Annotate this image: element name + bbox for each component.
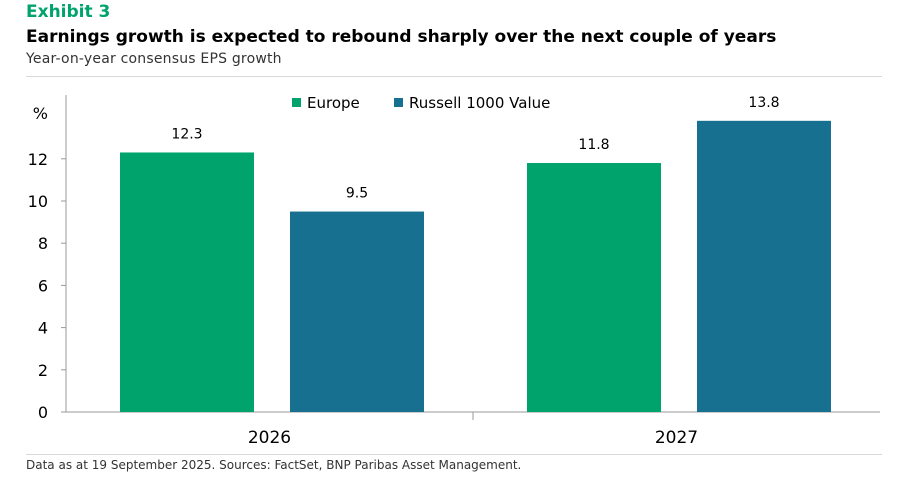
y-tick-label: 10 xyxy=(28,192,48,211)
x-tick-label: 2026 xyxy=(248,428,291,448)
exhibit-label: Exhibit 3 xyxy=(26,2,111,22)
y-tick-label: 4 xyxy=(38,319,48,338)
bar-europe-2027 xyxy=(527,163,661,412)
data-label: 13.8 xyxy=(748,95,779,111)
y-tick-label: 0 xyxy=(38,403,48,422)
data-label: 9.5 xyxy=(346,186,368,202)
bar-chart: 0 2 4 6 8 10 12% 12.3 9.5 2026 11.8 13.8 2027 Europe R… xyxy=(28,94,880,448)
y-axis-label: % xyxy=(33,104,48,123)
x-tick-label: 2027 xyxy=(655,428,698,448)
chart-area: 0 2 4 6 8 10 12% 12.3 9.5 2026 11.8 13.8 2027 Europe R… xyxy=(26,76,882,455)
y-tick-label: 2 xyxy=(38,361,48,380)
chart-title: Earnings growth is expected to rebound s… xyxy=(26,27,777,47)
y-tick-label: 6 xyxy=(38,276,48,295)
legend-swatch xyxy=(394,98,403,107)
y-tick-label: 8 xyxy=(38,234,48,253)
footnote: Data as at 19 September 2025. Sources: F… xyxy=(26,458,522,472)
legend-entry: Russell 1000 Value xyxy=(409,94,550,112)
data-label: 12.3 xyxy=(171,126,202,142)
legend-entry: Europe xyxy=(307,94,360,112)
chart-subtitle: Year-on-year consensus EPS growth xyxy=(26,51,282,67)
bar-russell-1000-value-2027 xyxy=(697,120,831,412)
bar-russell-1000-value-2026 xyxy=(290,211,424,412)
data-label: 11.8 xyxy=(578,137,609,153)
bar-europe-2026 xyxy=(120,152,254,412)
y-tick-label: 12 xyxy=(28,150,48,169)
legend-swatch xyxy=(292,98,301,107)
